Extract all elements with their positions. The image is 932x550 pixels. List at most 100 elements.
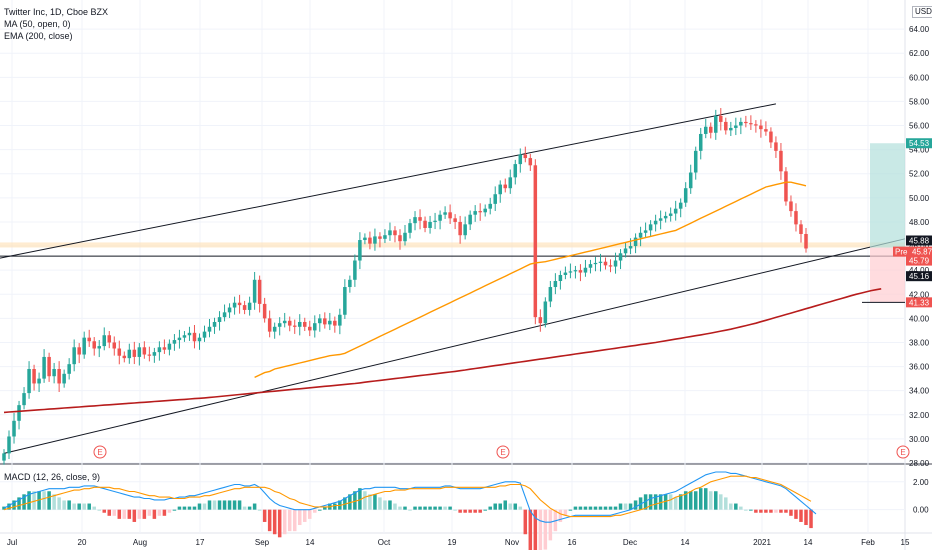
candle-body — [363, 237, 367, 241]
macd-histogram-bar — [318, 509, 322, 511]
macd-histogram-bar — [709, 491, 713, 510]
earnings-marker — [496, 445, 510, 459]
candle-body — [478, 211, 482, 213]
candle-body — [257, 279, 262, 304]
macd-legend-title[interactable]: MACD (12, 26, close, 9) — [4, 472, 101, 482]
x-tick-label: Sep — [255, 538, 270, 547]
candle-body — [558, 274, 563, 282]
x-tick-label: 20 — [78, 538, 87, 547]
macd-histogram-bar — [688, 491, 693, 510]
currency-label[interactable]: USD — [912, 6, 932, 18]
price-tag-label: 41.33 — [909, 298, 930, 307]
candle-body — [724, 121, 728, 131]
macd-histogram-bar — [192, 506, 197, 510]
candle-body — [217, 317, 222, 322]
macd-histogram-bar — [398, 506, 402, 510]
macd-histogram-bar — [107, 509, 112, 516]
macd-histogram-bar — [658, 494, 663, 510]
macd-histogram-bar — [739, 506, 743, 510]
macd-histogram-bar — [393, 503, 397, 510]
candle-body — [37, 378, 41, 384]
candle-body — [749, 123, 753, 125]
macd-histogram-bar — [92, 506, 96, 510]
x-tick-label: Jul — [7, 538, 17, 547]
candle-body — [207, 326, 212, 332]
macd-histogram-bar — [513, 503, 518, 510]
macd-histogram-bar — [42, 491, 46, 510]
macd-histogram-bar — [714, 491, 718, 510]
macd-histogram-bar — [423, 506, 427, 510]
candle-body — [232, 302, 237, 308]
macd-y-tick-label: 2.00 — [913, 478, 929, 487]
macd-histogram-bar — [363, 491, 367, 510]
macd-histogram-bar — [433, 506, 437, 510]
candle-body — [483, 208, 487, 213]
candle-body — [608, 265, 613, 267]
time-axis[interactable]: Jul 20 Aug 17 Sep 14 Oct 19 Nov 16 Dec 14 2021 14 Feb 1… — [7, 538, 910, 547]
candle-body — [47, 356, 51, 377]
macd-histogram-bar — [588, 506, 593, 510]
macd-histogram-bar — [488, 506, 492, 510]
earnings-marker-label: E — [97, 448, 102, 457]
macd-histogram-bar — [212, 500, 217, 510]
candle-body — [343, 287, 347, 315]
price-tag — [906, 271, 932, 282]
macd-histogram-bar — [122, 509, 127, 519]
candle-body — [313, 323, 317, 331]
y-tick-label: 54.00 — [909, 146, 930, 155]
candle-body — [804, 234, 808, 249]
macd-histogram-bar — [653, 494, 658, 510]
candle-body — [784, 171, 788, 202]
macd-histogram-bar — [784, 509, 788, 513]
macd-histogram-bar — [493, 503, 497, 510]
candle-body — [543, 301, 548, 324]
macd-histogram-bar — [678, 494, 683, 510]
macd-histogram-bar — [378, 497, 382, 510]
macd-histogram-bar — [102, 509, 107, 513]
x-tick-label: 15 — [901, 538, 910, 547]
candle-body — [709, 126, 713, 133]
price-axis[interactable]: 28.00 30.00 32.00 34.00 36.00 38.00 40.00 42.00… — [909, 25, 930, 515]
signal-line — [3, 475, 812, 518]
ma-legend[interactable]: MA (50, open, 0) — [4, 19, 71, 29]
candle-body — [282, 320, 287, 324]
macd-histogram-bar — [473, 509, 477, 513]
candle-body — [693, 150, 698, 173]
candle-body — [92, 341, 96, 349]
candle-body — [222, 312, 227, 318]
candle-body — [628, 246, 633, 249]
macd-histogram-bar — [52, 494, 56, 510]
macd-histogram-bar — [794, 509, 798, 519]
candle-body — [448, 212, 452, 219]
candle-body — [383, 235, 387, 239]
y-tick-label: 42.00 — [909, 290, 930, 299]
drawing-layer — [0, 103, 906, 454]
candle-body — [132, 349, 137, 357]
candle-body — [774, 142, 778, 151]
symbol-title[interactable]: Twitter Inc, 1D, Cboe BZX — [4, 7, 109, 17]
ema-legend[interactable]: EMA (200, close) — [4, 31, 73, 41]
macd-histogram-bar — [448, 506, 452, 510]
candle-body — [764, 129, 768, 132]
candle-body — [348, 279, 352, 288]
macd-histogram-bar — [724, 497, 728, 510]
macd-histogram-bar — [323, 506, 327, 510]
candle-body — [729, 127, 733, 131]
macd-histogram-bar — [353, 491, 357, 510]
candle-body — [673, 208, 678, 214]
macd-histogram-bar — [693, 491, 698, 510]
candle-body — [518, 154, 523, 165]
candlestick-series — [2, 108, 808, 465]
macd-histogram-bar — [172, 509, 177, 511]
macd-histogram-bar — [438, 506, 442, 510]
x-tick-label: 17 — [196, 538, 205, 547]
candle-body — [428, 221, 432, 228]
macd-histogram-bar — [267, 509, 272, 532]
candle-body — [678, 202, 683, 209]
price-tag-label: 45.79 — [909, 257, 930, 266]
x-tick-label: 14 — [804, 538, 813, 547]
macd-histogram-bar — [563, 509, 568, 516]
candle-body — [353, 260, 357, 280]
candle-body — [373, 236, 377, 244]
